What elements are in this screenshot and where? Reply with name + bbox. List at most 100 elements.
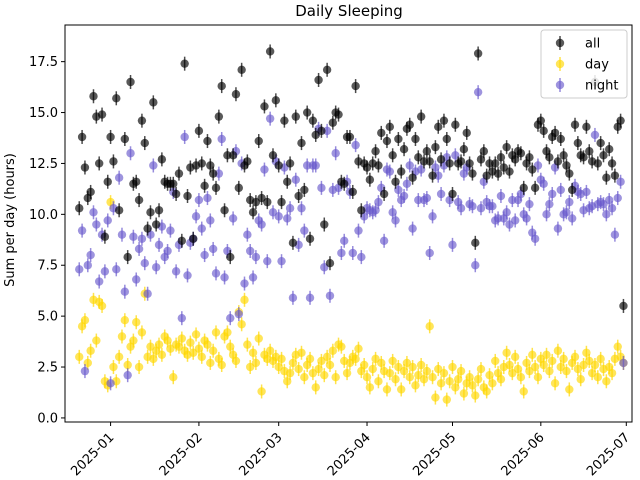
data-point-day xyxy=(516,373,526,382)
data-point-all xyxy=(502,142,511,152)
data-point-all xyxy=(340,179,349,188)
data-point-all xyxy=(377,128,386,138)
data-point-night xyxy=(134,244,144,254)
data-point-night xyxy=(149,161,158,170)
data-point-all xyxy=(599,151,608,160)
data-point-all xyxy=(379,189,389,199)
data-point-night xyxy=(246,246,255,256)
data-point-night xyxy=(163,246,172,256)
data-point-day xyxy=(254,334,263,343)
data-point-night xyxy=(476,204,486,213)
data-point-night xyxy=(89,208,98,217)
data-point-night xyxy=(297,204,306,213)
data-point-night xyxy=(325,291,335,300)
data-point-night xyxy=(473,87,483,97)
data-point-night xyxy=(257,220,266,229)
data-point-day xyxy=(496,375,506,384)
data-point-day xyxy=(476,364,486,374)
data-point-night xyxy=(548,189,557,199)
data-point-night xyxy=(456,204,466,213)
data-point-night xyxy=(234,309,244,319)
data-point-night xyxy=(602,210,611,219)
data-point-day xyxy=(177,334,187,343)
data-point-night xyxy=(197,224,206,233)
data-point-all xyxy=(302,108,312,117)
data-point-day xyxy=(186,338,195,347)
data-point-day xyxy=(445,377,454,386)
data-point-all xyxy=(274,161,283,170)
data-point-day xyxy=(368,364,377,374)
data-point-all xyxy=(471,238,480,248)
data-point-night xyxy=(100,267,110,276)
data-point-day xyxy=(325,360,335,370)
data-point-day xyxy=(596,354,605,364)
data-point-all xyxy=(593,159,603,168)
data-point-all xyxy=(496,153,506,162)
data-point-day xyxy=(320,370,329,380)
data-point-all xyxy=(89,92,98,101)
data-point-all xyxy=(112,94,121,103)
data-point-night xyxy=(143,289,152,298)
data-point-day xyxy=(354,344,363,353)
data-point-day xyxy=(191,330,201,339)
data-point-day xyxy=(448,362,457,372)
data-point-all xyxy=(468,169,477,178)
data-point-day xyxy=(311,383,320,392)
data-point-all xyxy=(325,259,335,268)
data-point-day xyxy=(169,373,178,382)
data-point-night xyxy=(171,267,181,276)
data-point-night xyxy=(140,259,149,268)
data-point-all xyxy=(100,232,110,241)
y-tick-label: 17.5 xyxy=(29,55,58,70)
plot-area xyxy=(75,44,628,407)
series-day xyxy=(75,195,628,407)
data-point-night xyxy=(607,204,617,213)
data-point-all xyxy=(134,195,144,205)
data-point-all xyxy=(545,153,554,162)
data-point-all xyxy=(203,136,212,146)
legend-marker-night xyxy=(555,80,565,90)
data-point-day xyxy=(337,342,346,351)
data-point-all xyxy=(208,169,218,178)
data-point-night xyxy=(379,236,389,246)
data-point-night xyxy=(206,216,215,225)
data-point-day xyxy=(137,328,147,337)
data-point-night xyxy=(117,230,127,239)
data-point-all xyxy=(374,161,383,170)
data-point-day xyxy=(473,375,483,384)
data-point-all xyxy=(619,301,628,311)
data-point-all xyxy=(391,177,400,186)
data-point-day xyxy=(223,328,232,337)
data-point-all xyxy=(140,138,149,148)
data-point-all xyxy=(328,118,338,127)
data-point-night xyxy=(240,279,249,288)
data-point-night xyxy=(567,214,577,223)
data-point-all xyxy=(573,138,583,148)
data-point-day xyxy=(488,379,497,388)
data-point-day xyxy=(471,391,480,400)
data-point-all xyxy=(456,157,466,166)
data-point-night xyxy=(422,193,432,203)
data-point-all xyxy=(294,191,303,201)
data-point-all xyxy=(493,169,503,178)
data-point-day xyxy=(576,375,585,384)
data-point-night xyxy=(217,134,226,144)
data-point-night xyxy=(590,130,600,140)
data-point-all xyxy=(585,147,594,156)
y-tick-label: 5.0 xyxy=(37,310,58,325)
data-point-night xyxy=(553,224,563,233)
data-point-all xyxy=(189,234,198,243)
data-point-all xyxy=(539,126,548,136)
data-point-day xyxy=(422,366,432,376)
data-point-all xyxy=(439,116,449,125)
data-point-night xyxy=(265,114,275,123)
data-point-all xyxy=(300,185,309,195)
data-point-day xyxy=(365,383,375,392)
data-point-all xyxy=(408,173,417,182)
data-point-night xyxy=(556,185,565,195)
data-point-all xyxy=(220,206,229,215)
data-point-all xyxy=(459,144,469,154)
data-point-all xyxy=(448,189,457,199)
